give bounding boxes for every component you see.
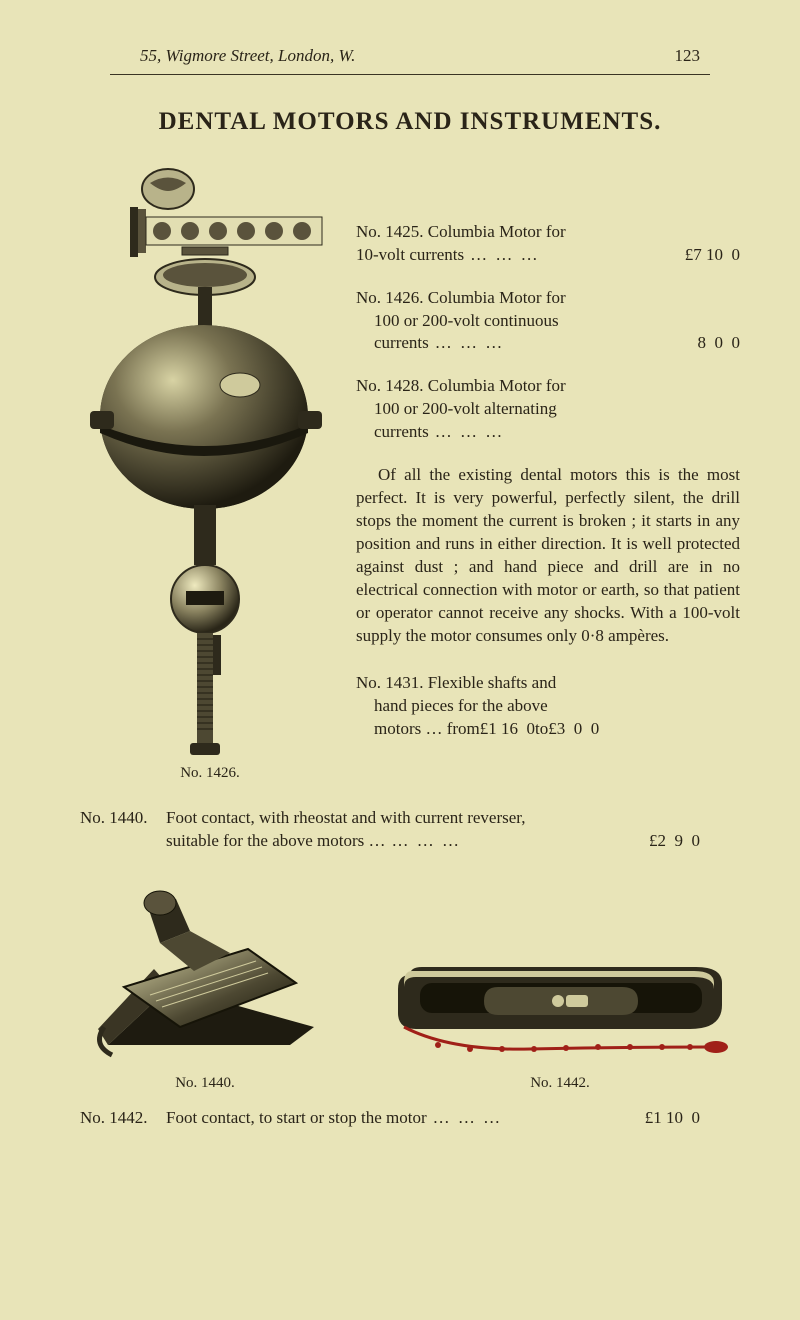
- price-from: £1 16 0: [480, 718, 535, 741]
- description-paragraph: Of all the existing dental motors this i…: [356, 464, 740, 648]
- entry-line: currents: [374, 332, 429, 355]
- price: £2 9 0: [649, 830, 700, 853]
- catalogue-entry-1426: No. 1426. Columbia Motor for 100 or 200-…: [356, 287, 740, 356]
- entry-line: 10-volt currents: [356, 244, 464, 267]
- catalogue-entry-1425: No. 1425. Columbia Motor for 10-volt cur…: [356, 221, 740, 267]
- dot-leader: … … …: [429, 421, 740, 444]
- catalogue-entry-1440: No. 1440. Foot contact, with rheostat an…: [80, 807, 700, 853]
- to-word: to: [535, 718, 548, 741]
- entry-line: 100 or 200-volt alternating: [356, 398, 740, 421]
- entry-line: suitable for the above motors …: [166, 830, 386, 853]
- foot-contact-case-illustration: [390, 927, 730, 1067]
- figure-caption-1440: No. 1440.: [175, 1073, 235, 1093]
- foot-contact-rheostat-illustration: [90, 877, 320, 1067]
- entry-number: No. 1442.: [80, 1107, 166, 1130]
- entry-line: No. 1426. Columbia Motor for: [356, 287, 740, 310]
- dot-leader: … … …: [386, 830, 649, 853]
- entry-line: motors … from: [374, 718, 480, 741]
- figure-caption-1426: No. 1426.: [180, 763, 240, 783]
- dot-leader: … … …: [427, 1107, 645, 1130]
- running-head-left: 55, Wigmore Street, London, W.: [140, 45, 355, 68]
- dental-motor-illustration: [90, 167, 330, 757]
- entry-line: No. 1431. Flexible shafts and: [356, 672, 740, 695]
- price: £7 10 0: [685, 244, 740, 267]
- entry-number: No. 1440.: [80, 807, 166, 830]
- price: £1 10 0: [645, 1107, 700, 1130]
- page-number: 123: [675, 45, 701, 68]
- catalogue-entry-1428: No. 1428. Columbia Motor for 100 or 200-…: [356, 375, 740, 444]
- catalogue-entry-1431: No. 1431. Flexible shafts and hand piece…: [356, 672, 740, 741]
- price: 8 0 0: [698, 332, 741, 355]
- entry-line: Foot contact, to start or stop the motor: [166, 1107, 427, 1130]
- page-title: DENTAL MOTORS AND INSTRUMENTS.: [80, 105, 740, 139]
- header-rule: [110, 74, 710, 75]
- dot-leader: … … …: [464, 244, 685, 267]
- catalogue-entry-1442: No. 1442. Foot contact, to start or stop…: [80, 1107, 700, 1130]
- price-to: £3 0 0: [548, 718, 599, 741]
- entry-line: 100 or 200-volt continuous: [356, 310, 740, 333]
- dot-leader: … … …: [429, 332, 698, 355]
- entry-line: Foot contact, with rheostat and with cur…: [166, 807, 526, 830]
- entry-line: No. 1425. Columbia Motor for: [356, 221, 740, 244]
- entry-line: hand pieces for the above: [356, 695, 740, 718]
- figure-caption-1442: No. 1442.: [530, 1073, 590, 1093]
- entry-line: currents: [374, 421, 429, 444]
- entry-line: No. 1428. Columbia Motor for: [356, 375, 740, 398]
